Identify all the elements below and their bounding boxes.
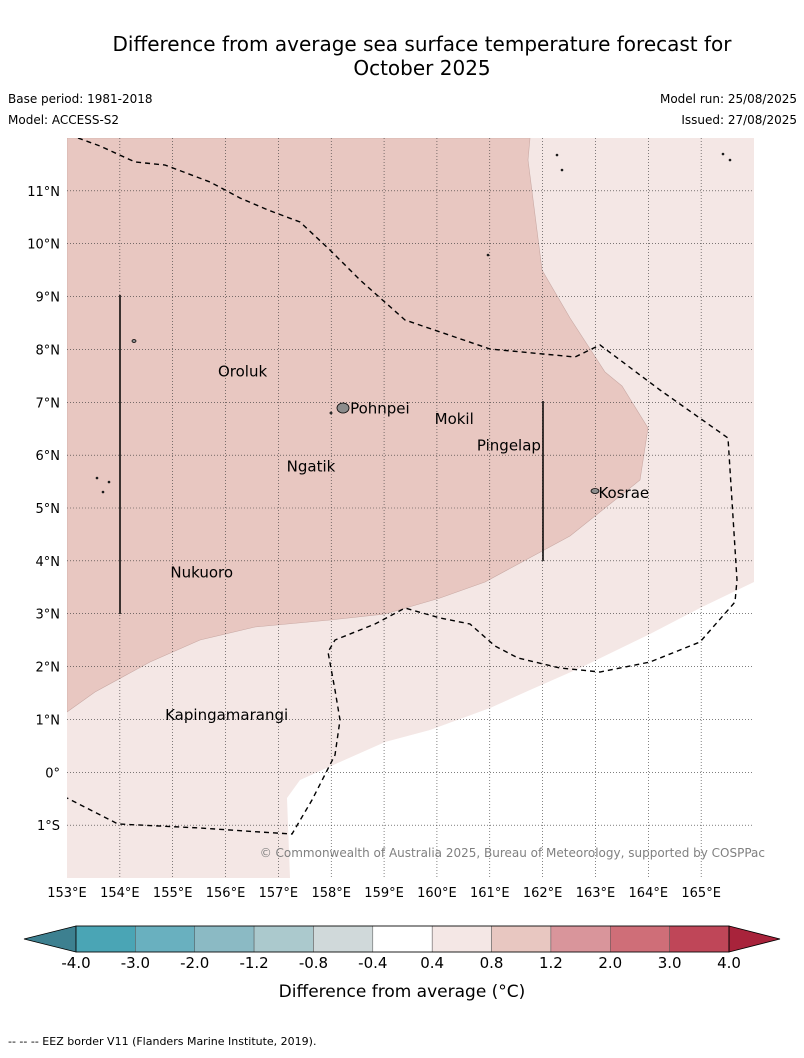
place-label: Oroluk bbox=[218, 363, 267, 381]
islet bbox=[560, 168, 564, 172]
lat-tick-label: 2°N bbox=[36, 661, 61, 676]
kosrae-island bbox=[590, 488, 600, 494]
colorbar: -4.0 -3.0 -2.0 -1.2 -0.8 -0.4 0.4 0.8 1.2 2.0 3.0 4… bbox=[23, 925, 781, 972]
colorbar-segment bbox=[669, 925, 730, 953]
colorbar-tick-label: 3.0 bbox=[658, 954, 682, 972]
colorbar-tick-label: 0.4 bbox=[420, 954, 444, 972]
lon-tick-label: 164°E bbox=[629, 886, 669, 901]
lon-tick-label: 154°E bbox=[100, 886, 140, 901]
anomaly-fill-medium bbox=[67, 138, 649, 713]
lat-tick-label: 4°N bbox=[36, 555, 61, 570]
colorbar-segment bbox=[431, 925, 492, 953]
model-run: Model run: 25/08/2025 bbox=[659, 92, 797, 106]
colorbar-under-arrow bbox=[23, 925, 77, 953]
colorbar-segment bbox=[550, 925, 611, 953]
place-label: Pingelap bbox=[477, 437, 541, 455]
islet bbox=[555, 153, 559, 157]
islet bbox=[721, 152, 725, 156]
islet bbox=[95, 476, 99, 480]
lon-tick-label: 153°E bbox=[47, 886, 87, 901]
lat-tick-label: 1°S bbox=[37, 819, 60, 834]
place-label: Nukuoro bbox=[170, 563, 233, 581]
colorbar-tick-label: -0.4 bbox=[358, 954, 387, 972]
colorbar-segment bbox=[313, 925, 374, 953]
map-title: Difference from average sea surface temp… bbox=[60, 32, 784, 80]
lon-tick-label: 163°E bbox=[576, 886, 616, 901]
islet bbox=[101, 490, 105, 494]
axis-ticks: 153°E 154°E 155°E 156°E 157°E 158°E 159°E 160°E… bbox=[27, 185, 721, 901]
islet bbox=[107, 480, 111, 484]
islet bbox=[329, 411, 333, 415]
colorbar-tick-label: -1.2 bbox=[239, 954, 268, 972]
eez-border bbox=[67, 138, 738, 835]
lon-tick-label: 159°E bbox=[364, 886, 404, 901]
title-line-1: Difference from average sea surface temp… bbox=[112, 32, 732, 56]
place-label: Kosrae bbox=[598, 484, 649, 502]
issued-date: Issued: 27/08/2025 bbox=[681, 113, 797, 127]
lat-tick-label: 10°N bbox=[27, 238, 60, 253]
lon-tick-label: 161°E bbox=[470, 886, 510, 901]
pohnpei-island bbox=[336, 402, 350, 414]
lon-tick-label: 162°E bbox=[523, 886, 563, 901]
lon-tick-label: 160°E bbox=[417, 886, 457, 901]
colorbar-segment bbox=[194, 925, 255, 953]
lat-tick-label: 9°N bbox=[36, 291, 61, 306]
lon-tick-label: 158°E bbox=[311, 886, 351, 901]
colorbar-tick-label: 2.0 bbox=[598, 954, 622, 972]
lon-tick-label: 155°E bbox=[153, 886, 193, 901]
lat-tick-label: 8°N bbox=[36, 343, 61, 358]
anomaly-fill-neutral bbox=[287, 582, 754, 878]
title-line-2: October 2025 bbox=[353, 56, 491, 80]
islet bbox=[486, 253, 490, 257]
lon-tick-label: 156°E bbox=[206, 886, 246, 901]
colorbar-segment bbox=[75, 925, 136, 953]
lon-tick-label: 165°E bbox=[681, 886, 721, 901]
lat-tick-label: 6°N bbox=[36, 449, 61, 464]
place-label: Ngatik bbox=[287, 458, 336, 476]
colorbar-over-arrow bbox=[728, 925, 781, 953]
colorbar-tick-label: 1.2 bbox=[539, 954, 563, 972]
lon-tick-label: 157°E bbox=[259, 886, 299, 901]
place-label: Pohnpei bbox=[350, 400, 410, 418]
place-label: Kapingamarangi bbox=[165, 706, 288, 724]
eez-legend: -- -- -- EEZ border V11 (Flanders Marine… bbox=[8, 1035, 317, 1048]
colorbar-label: Difference from average (°C) bbox=[279, 982, 526, 1002]
copyright-notice: © Commonwealth of Australia 2025, Bureau… bbox=[260, 846, 765, 860]
lat-tick-label: 1°N bbox=[36, 713, 61, 728]
colorbar-tick-label: 4.0 bbox=[717, 954, 741, 972]
islet bbox=[131, 339, 137, 343]
colorbar-segment bbox=[372, 925, 433, 953]
colorbar-tick-label: 0.8 bbox=[480, 954, 504, 972]
islands bbox=[95, 152, 732, 494]
colorbar-tick-label: -2.0 bbox=[180, 954, 209, 972]
colorbar-segment bbox=[610, 925, 670, 953]
colorbar-segment bbox=[491, 925, 552, 953]
lat-tick-label: 7°N bbox=[36, 396, 61, 411]
lat-tick-label: 0° bbox=[45, 766, 60, 781]
lat-tick-label: 5°N bbox=[36, 502, 61, 517]
place-label: Mokil bbox=[435, 410, 474, 428]
model-name: Model: ACCESS-S2 bbox=[8, 113, 120, 127]
lat-tick-label: 11°N bbox=[27, 185, 60, 200]
colorbar-tick-label: -3.0 bbox=[121, 954, 150, 972]
colorbar-frame bbox=[75, 925, 730, 953]
colorbar-segment bbox=[135, 925, 195, 953]
colorbar-tick-label: -0.8 bbox=[299, 954, 328, 972]
lat-tick-label: 3°N bbox=[36, 608, 61, 623]
colorbar-segment bbox=[253, 925, 314, 953]
colorbar-tick-label: -4.0 bbox=[61, 954, 90, 972]
islet bbox=[728, 158, 732, 162]
base-period: Base period: 1981-2018 bbox=[8, 92, 153, 106]
